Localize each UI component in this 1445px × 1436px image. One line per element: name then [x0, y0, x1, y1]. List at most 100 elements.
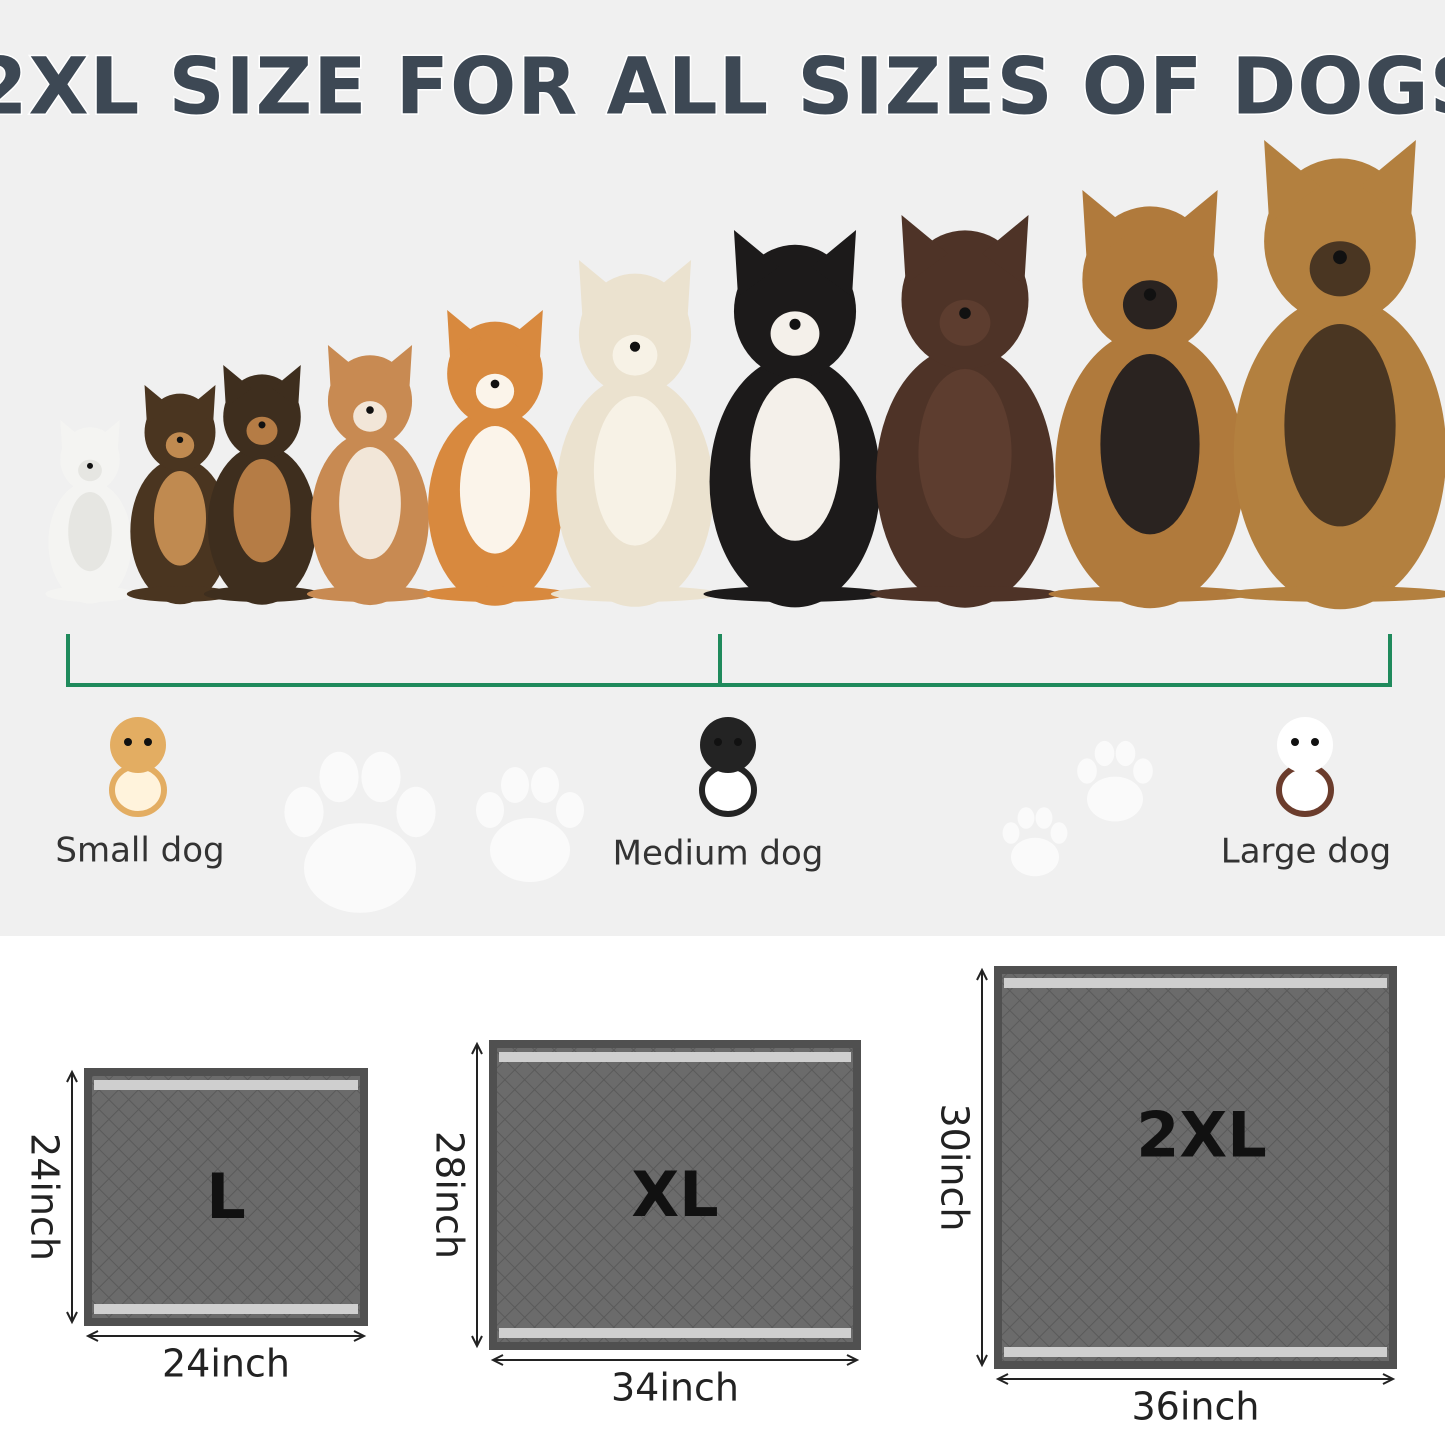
dog-head [578, 273, 692, 396]
pads: L 24inch 24inch XL 34inch 28inch 2XL 36inch 30in… [23, 966, 1397, 1429]
paw-toe [361, 751, 401, 803]
dog-paws [45, 586, 135, 602]
size-bracket [66, 634, 1392, 687]
pad [84, 1068, 368, 1326]
dog-muzzle [165, 432, 195, 459]
paw-toe [319, 751, 359, 803]
paw-pad [304, 823, 416, 913]
dog-paws [869, 586, 1061, 602]
icon-head [110, 717, 166, 773]
width-label: 24inch [162, 1342, 290, 1386]
dog-ears [733, 230, 857, 297]
height-label: 28inch [428, 1131, 472, 1259]
dog-ears [223, 365, 301, 408]
dog-nose [1333, 250, 1347, 265]
paw-pad [1087, 776, 1143, 822]
height-label: 30inch [933, 1104, 977, 1232]
icon-head [700, 717, 756, 773]
dog-nose [1143, 288, 1157, 301]
paw-toe [1002, 822, 1020, 844]
dog-ears [447, 310, 543, 363]
dog-ears [144, 385, 216, 424]
paw-toe [1017, 807, 1035, 829]
dog-ears [60, 420, 120, 453]
height-label: 24inch [23, 1133, 67, 1261]
paw-toe [1133, 758, 1153, 784]
dog-chest [593, 396, 677, 546]
title: 2XL SIZE FOR ALL SIZES OF DOGS [0, 42, 1445, 132]
paw-toe [501, 767, 529, 803]
pad-strip [499, 1052, 851, 1062]
dog-ears [1264, 140, 1416, 223]
dog-ears [327, 345, 413, 391]
paw-toe [1115, 740, 1136, 767]
dog-size-label: Medium dog [613, 834, 824, 874]
dog-head [733, 244, 857, 378]
dog-muzzle [612, 334, 658, 376]
icon-body [1276, 763, 1334, 817]
dog-paws [550, 586, 720, 602]
width-arrow [490, 1354, 860, 1366]
paw-toe [476, 792, 504, 828]
dog-ears [578, 260, 692, 322]
icon-eye [1291, 738, 1299, 746]
dog-paws [126, 586, 234, 602]
dog-muzzle [939, 299, 991, 346]
paw-toe [531, 767, 559, 803]
dog-nose [789, 318, 801, 330]
paw-toe [1077, 758, 1097, 784]
icon-eye [1311, 738, 1319, 746]
dog-muzzle [1122, 280, 1178, 330]
dog-ears [1082, 190, 1218, 264]
paw-toe [396, 786, 436, 838]
dog-size-label: Small dog [55, 831, 224, 871]
paw-toe [1035, 807, 1053, 829]
pad-strip [94, 1304, 358, 1314]
dog-ears [901, 215, 1029, 285]
dog-chest [68, 491, 112, 572]
height-arrow [471, 1041, 483, 1349]
dog-chest [459, 426, 531, 554]
icon-eye [144, 738, 152, 746]
dog-chest [1284, 324, 1396, 527]
paw-prints [284, 740, 1153, 913]
pad-strip [94, 1080, 358, 1090]
dog-nose [490, 379, 500, 389]
height-arrow [66, 1069, 78, 1325]
dog-muzzle [1309, 241, 1371, 297]
icon-body [699, 763, 757, 817]
dog-nose [629, 341, 641, 352]
dog-paws [423, 586, 567, 602]
dog-chest [1100, 354, 1200, 535]
pad [489, 1040, 861, 1350]
pad-strip [499, 1328, 851, 1338]
dog-chest [153, 471, 207, 566]
width-label: 34inch [611, 1366, 739, 1410]
width-label: 36inch [1132, 1385, 1260, 1429]
dog-nose [176, 436, 184, 444]
dog-nose [959, 307, 971, 319]
pad [994, 966, 1397, 1369]
dog-head [144, 393, 216, 471]
height-arrow [976, 967, 988, 1368]
dog-lineup [45, 140, 1445, 610]
paw-toe [284, 786, 324, 838]
dog-chest [233, 459, 291, 563]
dog-nose [87, 462, 93, 469]
pad-strip [1004, 1347, 1387, 1357]
width-arrow [85, 1330, 367, 1342]
dog-muzzle [475, 373, 515, 409]
icon-body [109, 763, 167, 817]
dog-paws [703, 586, 887, 602]
dog-head [447, 321, 543, 426]
dog-muzzle [246, 416, 278, 445]
dog-icons: Small dog Medium dog Large dog [55, 717, 1391, 874]
dog-paws [1048, 586, 1252, 602]
pad-size: L [206, 1160, 246, 1233]
paw-toe [1094, 740, 1115, 767]
dog-nose [366, 406, 374, 414]
dog-muzzle [770, 311, 820, 356]
paw-toe [556, 792, 584, 828]
dog-muzzle [78, 459, 102, 482]
